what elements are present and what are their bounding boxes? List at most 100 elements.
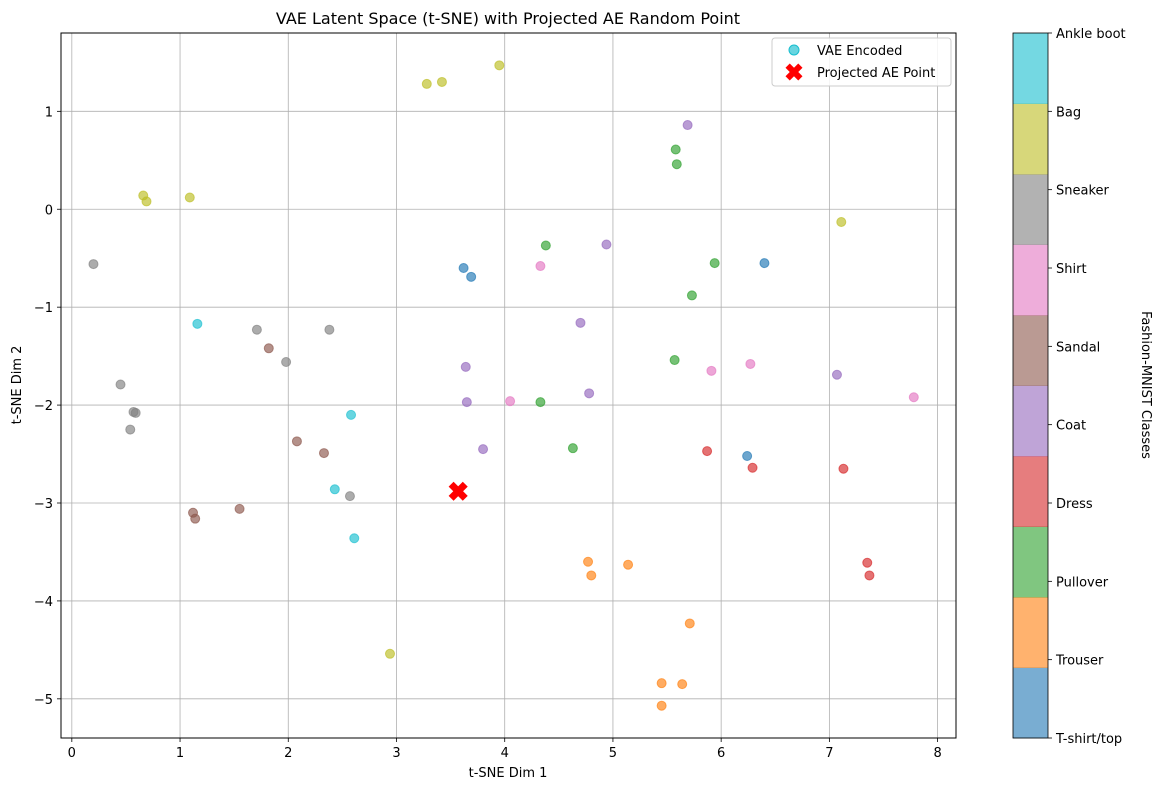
plot-area-frame — [60, 32, 957, 739]
vae-point — [329, 484, 340, 495]
vae-point — [838, 463, 849, 474]
vae-point — [669, 355, 680, 366]
y-tick-label: −1 — [34, 301, 53, 316]
y-tick-label: −5 — [34, 693, 53, 708]
vae-point — [318, 448, 329, 459]
colorbar-tick-label: Ankle boot — [1056, 27, 1126, 42]
colorbar-segment — [1013, 103, 1048, 175]
vae-point — [344, 491, 355, 502]
vae-point — [478, 444, 489, 455]
vae-point — [535, 261, 546, 272]
projected-ae-marker-bar — [448, 481, 468, 501]
data-points — [88, 60, 919, 711]
grid-lines — [61, 33, 956, 738]
vae-point — [709, 258, 720, 269]
vae-point — [623, 559, 634, 570]
legend-vae-label: VAE Encoded — [817, 44, 902, 59]
colorbar-segment — [1013, 33, 1048, 104]
vae-point — [141, 196, 152, 207]
vae-point — [831, 369, 842, 380]
vae-point — [656, 700, 667, 711]
colorbar-segment — [1013, 526, 1048, 598]
colorbar-tick-label: Sandal — [1056, 340, 1100, 355]
vae-point — [759, 258, 770, 269]
vae-point — [458, 263, 469, 273]
vae-point — [384, 648, 395, 659]
x-tick-label: 7 — [825, 746, 833, 761]
vae-point — [421, 78, 432, 89]
x-tick-label: 8 — [933, 746, 941, 761]
projected-ae-point — [448, 481, 468, 501]
vae-point — [125, 424, 136, 435]
colorbar-segment — [1013, 385, 1048, 457]
vae-point — [494, 60, 505, 71]
vae-point — [130, 407, 141, 418]
vae-point — [291, 436, 302, 447]
colorbar-tick-label: Trouser — [1055, 654, 1104, 669]
vae-point — [742, 451, 753, 461]
vae-point — [346, 409, 357, 420]
vae-point — [190, 513, 201, 524]
vae-point — [601, 239, 612, 250]
vae-point — [686, 290, 697, 301]
x-tick-label: 2 — [284, 746, 292, 761]
x-axis-label: t-SNE Dim 1 — [469, 766, 548, 781]
vae-point — [584, 388, 595, 399]
vae-point — [460, 361, 471, 372]
vae-point — [281, 357, 292, 367]
vae-point — [349, 533, 360, 544]
vae-point — [184, 192, 195, 203]
y-tick-label: −2 — [34, 399, 53, 414]
y-axis-label: t-SNE Dim 2 — [10, 346, 25, 425]
x-tick-label: 3 — [392, 746, 400, 761]
x-tick-label: 5 — [609, 746, 617, 761]
x-tick-label: 0 — [68, 746, 76, 761]
colorbar-label: Fashion-MNIST Classes — [1138, 311, 1153, 459]
vae-point — [535, 397, 546, 408]
colorbar-segment — [1013, 597, 1048, 668]
vae-point — [864, 570, 875, 581]
vae-point — [251, 324, 262, 335]
vae-point — [747, 462, 758, 473]
x-tick-label: 6 — [717, 746, 725, 761]
vae-point — [324, 324, 335, 335]
vae-point — [836, 216, 847, 227]
x-tick-label: 1 — [176, 746, 184, 761]
vae-point — [670, 144, 681, 155]
vae-point — [671, 159, 682, 170]
vae-point — [702, 446, 713, 457]
colorbar-tick-label: T-shirt/top — [1055, 732, 1122, 747]
vae-point — [466, 271, 477, 282]
colorbar-segment — [1013, 315, 1048, 386]
vae-point — [505, 396, 516, 407]
vae-point — [586, 570, 597, 581]
vae-point — [88, 259, 99, 270]
legend: VAE Encoded Projected AE Point — [771, 37, 952, 87]
chart-title: VAE Latent Space (t-SNE) with Projected … — [276, 9, 740, 28]
colorbar-segment — [1013, 456, 1048, 527]
vae-point — [567, 443, 578, 454]
y-tick-label: 0 — [45, 203, 53, 218]
vae-point — [684, 618, 695, 629]
vae-point — [461, 397, 472, 408]
colorbar-segment — [1013, 244, 1048, 316]
vae-point — [706, 365, 717, 376]
vae-point — [575, 317, 586, 328]
colorbar-tick-label: Coat — [1056, 419, 1086, 434]
legend-ae-label: Projected AE Point — [817, 66, 935, 81]
colorbar-tick-label: Shirt — [1056, 262, 1087, 277]
vae-point — [540, 240, 551, 251]
y-tick-label: 1 — [45, 105, 53, 120]
colorbar-segment — [1013, 667, 1048, 739]
vae-point — [908, 392, 919, 403]
colorbar-tick-label: Bag — [1056, 105, 1081, 120]
vae-point — [192, 318, 203, 329]
vae-point — [682, 120, 693, 131]
axis-ticks: 0 1 2 3 4 5 6 7 8 −5 −4 −3 −2 −1 0 1 — [34, 105, 942, 761]
colorbar-segment — [1013, 174, 1048, 245]
vae-point — [583, 556, 594, 567]
colorbar-tick-label: Pullover — [1056, 575, 1109, 590]
colorbar-frame — [1012, 32, 1049, 739]
vae-point — [862, 557, 873, 568]
